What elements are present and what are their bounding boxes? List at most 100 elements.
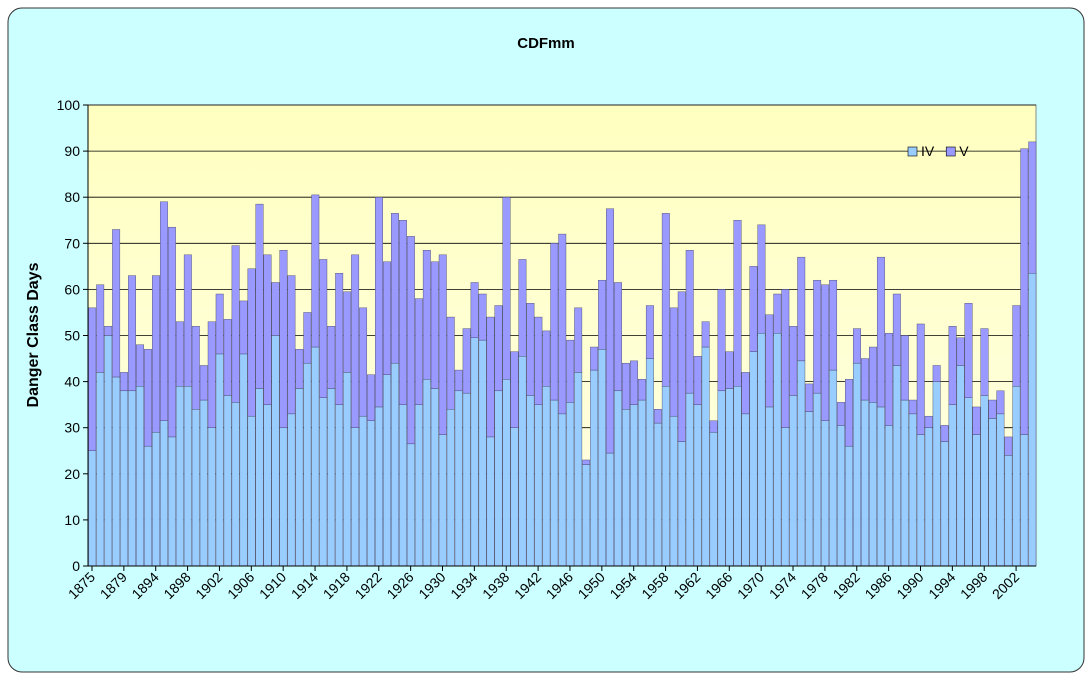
bar-segment	[741, 372, 750, 415]
bar-segment	[996, 413, 1005, 567]
bar-segment	[924, 415, 933, 428]
bar-segment	[422, 379, 431, 567]
bar-segment	[223, 395, 232, 567]
bar-segment	[765, 406, 774, 567]
bar-segment	[486, 436, 495, 567]
bar-segment	[1012, 305, 1021, 387]
bar-segment	[502, 379, 511, 567]
bar-segment	[255, 388, 264, 567]
bar-segment	[430, 388, 439, 567]
bar-segment	[144, 349, 152, 447]
bar-segment	[96, 372, 105, 567]
bar-segment	[159, 201, 168, 421]
bar-segment	[518, 259, 527, 357]
bar-segment	[383, 374, 391, 567]
bar-segment	[550, 243, 559, 401]
bar-segment	[454, 390, 463, 567]
y-tick-label: 100	[57, 97, 81, 113]
bar-segment	[908, 413, 917, 567]
bar-segment	[406, 443, 415, 567]
bar-segment	[908, 399, 917, 415]
bar-segment	[414, 404, 423, 567]
bar-segment	[677, 291, 686, 442]
bar-segment	[653, 409, 662, 424]
bar-segment	[693, 356, 702, 405]
bar-segment	[510, 427, 519, 567]
bar-segment	[685, 250, 694, 394]
bar-segment	[335, 273, 344, 405]
bar-segment	[494, 305, 503, 392]
bar-segment	[797, 360, 806, 567]
bar-segment	[542, 330, 551, 387]
chart-title: CDFmm	[517, 35, 575, 52]
bar-segment	[733, 220, 742, 387]
bar-segment	[351, 254, 360, 428]
bar-segment	[558, 413, 567, 567]
bar-segment	[861, 399, 869, 567]
bar-segment	[319, 259, 328, 398]
bar-segment	[88, 307, 97, 451]
bar-segment	[869, 346, 877, 403]
bar-segment	[287, 413, 296, 567]
bar-segment	[438, 434, 447, 567]
bar-segment	[916, 323, 925, 435]
bar-segment	[486, 316, 495, 438]
bar-segment	[837, 402, 846, 426]
bar-segment	[614, 282, 622, 392]
bar-segment	[582, 464, 591, 567]
bar-segment	[398, 220, 407, 405]
bar-segment	[478, 293, 487, 341]
bar-segment	[805, 411, 814, 567]
bar-segment	[821, 284, 830, 421]
bar-segment	[853, 328, 861, 364]
bar-segment	[199, 399, 208, 567]
bar-segment	[534, 404, 543, 567]
bar-segment	[884, 425, 893, 567]
bar-segment	[104, 335, 113, 567]
bar-segment	[813, 279, 822, 394]
bar-segment	[789, 326, 798, 396]
bar-segment	[152, 432, 160, 567]
bar-segment	[327, 326, 336, 389]
bar-segment	[159, 420, 168, 567]
bar-segment	[606, 452, 614, 567]
bar-segment	[853, 362, 861, 567]
bar-segment	[367, 420, 375, 567]
bar-segment	[940, 441, 949, 567]
bar-segment	[773, 332, 782, 567]
bar-segment	[757, 332, 766, 567]
bar-segment	[932, 381, 941, 567]
bar-segment	[239, 353, 248, 567]
bar-segment	[144, 445, 152, 567]
bar-segment	[940, 425, 949, 442]
bar-segment	[574, 307, 583, 373]
bar-segment	[191, 326, 200, 410]
bar-segment	[892, 293, 901, 366]
bar-segment	[470, 282, 479, 339]
bar-segment	[398, 404, 407, 567]
bar-segment	[725, 351, 734, 389]
bar-segment	[558, 233, 567, 415]
bar-segment	[183, 254, 192, 387]
bar-segment	[900, 335, 909, 401]
bar-segment	[295, 388, 304, 567]
bar-segment	[271, 282, 280, 336]
bar-segment	[375, 406, 383, 567]
bar-segment	[964, 397, 973, 567]
bar-segment	[1004, 436, 1013, 456]
legend-swatch	[907, 146, 918, 157]
bar-segment	[622, 362, 630, 410]
bar-segment	[534, 316, 543, 405]
bar-segment	[582, 459, 591, 465]
bar-segment	[518, 356, 527, 567]
bar-segment	[789, 395, 798, 567]
bar-segment	[526, 303, 535, 396]
bar-segment	[566, 339, 575, 403]
bar-segment	[231, 402, 240, 567]
bar-segment	[295, 349, 304, 389]
bar-segment	[637, 399, 646, 567]
bar-segment	[199, 365, 208, 401]
bar-segment	[120, 372, 129, 392]
bar-segment	[391, 213, 399, 364]
bar-segment	[263, 254, 272, 405]
